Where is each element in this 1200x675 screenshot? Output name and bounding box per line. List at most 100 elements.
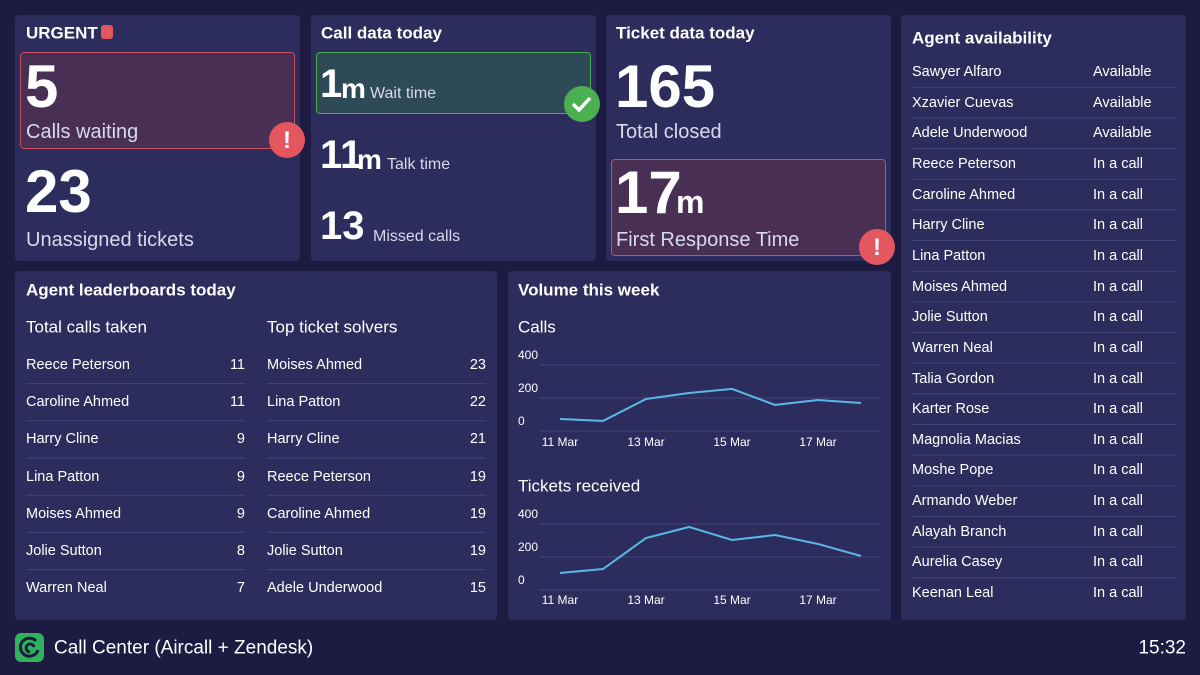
availability-panel <box>901 15 1186 620</box>
x-tick-label: 17 Mar <box>799 435 836 449</box>
agent-name: Talia Gordon <box>912 370 995 387</box>
agent-name: Reece Peterson <box>912 155 1016 172</box>
agent-status: In a call <box>1093 584 1143 601</box>
y-tick-label: 400 <box>518 348 538 362</box>
list-title: Top ticket solvers <box>267 317 398 337</box>
count: 9 <box>236 505 245 522</box>
y-tick-label: 0 <box>518 414 525 428</box>
count: 9 <box>236 468 245 485</box>
agent-status: In a call <box>1093 431 1143 448</box>
agent-status: In a call <box>1093 492 1143 509</box>
siren-icon <box>101 25 113 39</box>
metric-label: Wait time <box>370 85 437 102</box>
clock: 15:32 <box>1138 637 1186 659</box>
agent-name: Caroline Ahmed <box>26 393 130 410</box>
agent-name: Sawyer Alfaro <box>912 63 1002 80</box>
panel-title: Volume this week <box>518 280 660 300</box>
count: 19 <box>469 542 486 559</box>
agent-name: Alayah Branch <box>912 523 1007 540</box>
alert-icon: ! <box>283 127 291 154</box>
volume-panel <box>508 271 891 620</box>
agent-name: Lina Patton <box>912 247 986 264</box>
x-tick-label: 15 Mar <box>713 435 750 449</box>
alert-box <box>611 159 886 256</box>
big-number: 5 <box>25 53 59 120</box>
agent-status: Available <box>1093 63 1152 80</box>
ok-box <box>316 52 591 114</box>
agent-name: Lina Patton <box>267 393 341 410</box>
y-tick-label: 400 <box>518 507 538 521</box>
x-tick-label: 11 Mar <box>542 593 578 607</box>
agent-name: Jolie Sutton <box>267 542 343 559</box>
count: 22 <box>469 393 486 410</box>
agent-name: Reece Peterson <box>26 356 130 373</box>
agent-name: Keenan Leal <box>912 584 994 601</box>
agent-name: Moshe Pope <box>912 462 994 479</box>
agent-status: In a call <box>1093 278 1143 295</box>
leaderboard-panel <box>15 271 497 620</box>
agent-name: Xzavier Cuevas <box>912 94 1014 111</box>
agent-status: In a call <box>1093 462 1143 479</box>
x-tick-label: 13 Mar <box>627 435 664 449</box>
x-tick-label: 17 Mar <box>799 593 836 607</box>
x-tick-label: 13 Mar <box>627 593 664 607</box>
metric-value: 1 <box>320 62 343 106</box>
agent-name: Moises Ahmed <box>26 505 122 522</box>
alert-icon <box>269 122 305 158</box>
alert-icon: ! <box>873 234 881 261</box>
agent-name: Armando Weber <box>912 492 1018 509</box>
agent-status: In a call <box>1093 370 1143 387</box>
agent-status: In a call <box>1093 308 1143 325</box>
y-tick-label: 200 <box>518 540 538 554</box>
big-number: 23 <box>25 158 92 225</box>
panel-title: URGENT <box>26 23 98 43</box>
agent-name: Adele Underwood <box>912 125 1028 142</box>
chart-title: Calls <box>518 317 556 337</box>
alert-icon <box>859 229 895 265</box>
count: 19 <box>469 468 486 485</box>
count: 11 <box>229 356 245 373</box>
big-number: 17 <box>615 159 682 226</box>
y-tick-label: 200 <box>518 381 538 395</box>
count: 21 <box>469 431 486 448</box>
count: 7 <box>236 579 245 596</box>
agent-name: Jolie Sutton <box>26 542 102 559</box>
list-title: Total calls taken <box>26 317 147 337</box>
panel-title: Ticket data today <box>616 23 755 43</box>
agent-status: Available <box>1093 94 1152 111</box>
footer-title: Call Center (Aircall + Zendesk) <box>54 637 314 659</box>
agent-name: Caroline Ahmed <box>267 505 371 522</box>
count: 15 <box>469 579 486 596</box>
agent-name: Lina Patton <box>26 468 100 485</box>
agent-name: Reece Peterson <box>267 468 371 485</box>
agent-name: Warren Neal <box>912 339 993 356</box>
metric-value: 13 <box>320 204 365 248</box>
agent-status: In a call <box>1093 186 1143 203</box>
agent-status: In a call <box>1093 339 1143 356</box>
count: 9 <box>236 431 245 448</box>
count: 19 <box>469 505 486 522</box>
agent-name: Aurelia Casey <box>912 554 1003 571</box>
metric-label: Unassigned tickets <box>26 229 194 251</box>
agent-status: In a call <box>1093 554 1143 571</box>
metric-value: 11 <box>320 133 363 177</box>
metric-label: Missed calls <box>373 228 461 245</box>
agent-status: In a call <box>1093 155 1143 172</box>
alert-box <box>20 52 295 149</box>
agent-name: Magnolia Macias <box>912 431 1021 448</box>
agent-name: Harry Cline <box>267 431 340 448</box>
agent-name: Harry Cline <box>912 217 985 233</box>
line <box>559 525 862 575</box>
count: 23 <box>469 356 486 373</box>
agent-name: Moises Ahmed <box>912 278 1008 295</box>
metric-unit: m <box>676 184 705 220</box>
count: 11 <box>229 393 245 410</box>
y-tick-label: 0 <box>518 573 525 587</box>
big-number: 165 <box>615 53 716 120</box>
agent-name: Warren Neal <box>26 579 107 596</box>
agent-name: Karter Rose <box>912 400 990 417</box>
agent-status: In a call <box>1093 400 1143 417</box>
metric-label: First Response Time <box>616 229 800 251</box>
agent-name: Jolie Sutton <box>912 308 988 325</box>
